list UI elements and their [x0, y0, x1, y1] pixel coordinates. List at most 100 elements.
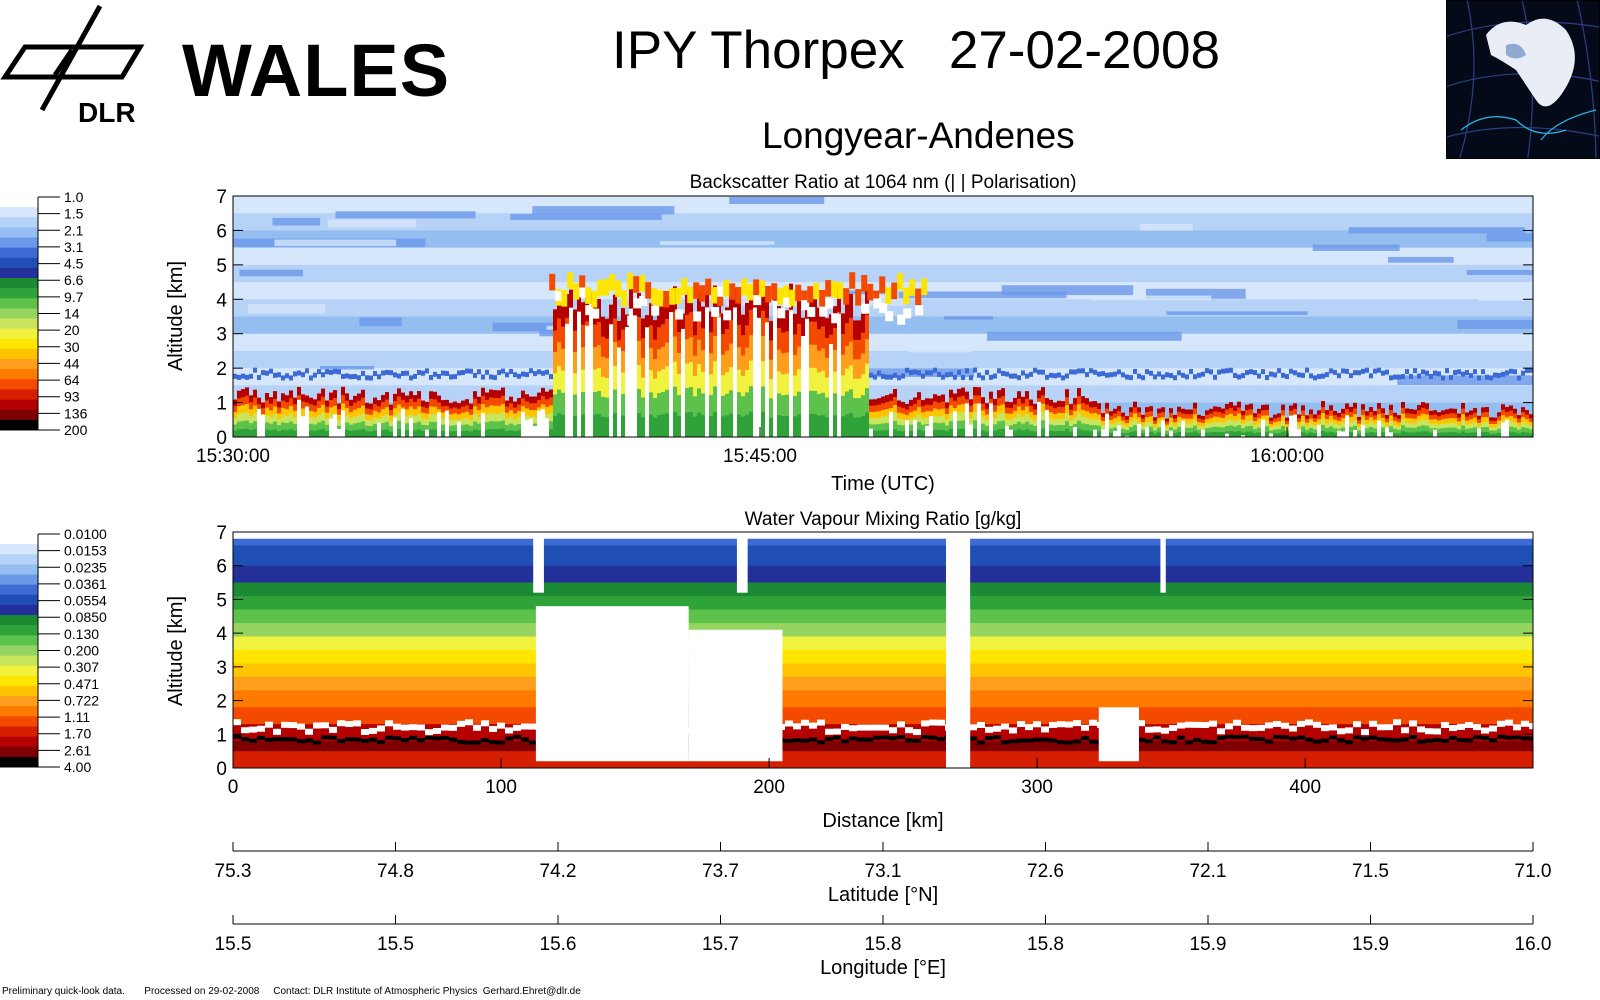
longitude-tick-label: 15.9 [1190, 934, 1227, 955]
backscatter-cloud-cell [1165, 427, 1169, 432]
backscatter-cloud-cell [425, 407, 429, 415]
water-vapour-moist-layer [401, 738, 409, 743]
water-vapour-blank-cell [905, 727, 913, 734]
backscatter-cloud-cell [1521, 417, 1525, 424]
backscatter-cloud-cell [557, 413, 561, 437]
backscatter-cloud-cell [821, 392, 825, 416]
water-vapour-blank-cell [1321, 725, 1329, 732]
water-vapour-blank-cell [857, 724, 865, 731]
water-vapour-moist-layer [497, 740, 505, 745]
backscatter-cloud-cell [493, 397, 497, 407]
backscatter-cloud-cell [457, 403, 461, 410]
backscatter-cloud-cell [745, 369, 749, 394]
backscatter-cloud-cell [497, 421, 501, 431]
backscatter-cloud-cell [413, 430, 417, 437]
backscatter-cloud-cell [921, 418, 925, 426]
backscatter-cloud-cell [1297, 422, 1301, 427]
backscatter-cloud-top-cell [909, 279, 916, 296]
water-vapour-moist-layer [1177, 735, 1185, 740]
backscatter-cloud-cell [345, 429, 349, 437]
backscatter-cloud-cell [421, 412, 425, 420]
backscatter-cloud-cell [1045, 398, 1049, 406]
backscatter-cloud-cell [1313, 418, 1317, 423]
backscatter-cloud-cell [1257, 418, 1261, 424]
backscatter-cloud-cell [633, 303, 637, 327]
backscatter-boundary-cell [381, 370, 385, 376]
backscatter-cloud-cell [941, 429, 945, 437]
backscatter-cloud-cell [513, 401, 517, 409]
backscatter-cloud-cell [1433, 423, 1437, 430]
backscatter-cloud-top-cell [687, 286, 694, 304]
backscatter-cloud-cell [1193, 425, 1197, 433]
water-vapour-moist-layer [985, 736, 993, 741]
backscatter-cloud-cell [865, 314, 869, 341]
backscatter-cloud-cell [901, 401, 905, 409]
backscatter-layer [320, 365, 375, 370]
backscatter-cloud-cell [657, 349, 661, 373]
water-vapour-blank-cell [1337, 728, 1345, 735]
backscatter-cloud-cell [1405, 422, 1409, 429]
backscatter-boundary-cell [1029, 371, 1033, 377]
backscatter-cloud-cell [597, 321, 601, 346]
panel1-ylabel: Altitude [km] [165, 261, 187, 371]
backscatter-cloud-cell [673, 411, 677, 437]
backscatter-cloud-cell [833, 371, 837, 395]
backscatter-cloud-cell [1401, 401, 1405, 409]
backscatter-cloud-cell [421, 418, 425, 426]
backscatter-cloud-cell [893, 396, 897, 406]
backscatter-cloud-cell [517, 411, 521, 419]
water-vapour-blank-cell [297, 723, 305, 730]
backscatter-cloud-cell [325, 424, 329, 432]
backscatter-cloud-cell [937, 395, 941, 404]
backscatter-cloud-cell [909, 399, 913, 408]
backscatter-layer [1466, 269, 1533, 275]
water-vapour-blank-cell [1513, 724, 1521, 731]
backscatter-boundary-cell [525, 372, 529, 378]
backscatter-cloud-cell [273, 398, 277, 408]
backscatter-cloud-cell [961, 428, 965, 437]
water-vapour-blank-cell [1449, 725, 1457, 732]
water-vapour-blank-cell [1185, 721, 1193, 728]
backscatter-layer [659, 241, 775, 245]
backscatter-cloud-cell [429, 414, 433, 423]
backscatter-cloud-cell [1013, 430, 1017, 437]
backscatter-cloud-cell [573, 394, 577, 417]
backscatter-boundary-cell [949, 371, 953, 377]
backscatter-blank-cell [873, 298, 882, 309]
backscatter-cloud-cell [629, 287, 633, 314]
backscatter-cloud-cell [1513, 422, 1517, 429]
backscatter-cloud-cell [509, 396, 513, 405]
backscatter-cloud-cell [613, 365, 617, 391]
panel1-xtick-label: 15:45:00 [723, 446, 797, 467]
colorbar1-swatch [0, 308, 38, 320]
backscatter-cloud-cell [1453, 427, 1457, 434]
backscatter-cloud-cell [369, 409, 373, 416]
backscatter-cloud-cell [1453, 418, 1457, 424]
water-vapour-blank-cell [289, 722, 297, 729]
backscatter-cloud-cell [1461, 408, 1465, 416]
backscatter-cloud-cell [281, 400, 285, 409]
backscatter-boundary-cell [1393, 374, 1397, 380]
backscatter-cloud-cell [885, 409, 889, 418]
backscatter-cloud-cell [881, 423, 885, 432]
backscatter-cloud-cell [597, 367, 601, 392]
backscatter-cloud-cell [909, 412, 913, 420]
colorbar2-label: 0.0361 [64, 576, 107, 592]
backscatter-cloud-cell [1029, 412, 1033, 420]
backscatter-cloud-cell [873, 399, 877, 407]
backscatter-boundary-cell [1249, 369, 1253, 375]
backscatter-cloud-cell [285, 416, 289, 425]
backscatter-boundary-cell [1177, 370, 1181, 376]
backscatter-cloud-cell [1221, 432, 1225, 437]
backscatter-boundary-cell [497, 370, 501, 376]
backscatter-cloud-cell [1089, 407, 1093, 415]
backscatter-cloud-cell [1449, 417, 1453, 424]
backscatter-cloud-cell [893, 388, 897, 398]
backscatter-cloud-cell [505, 424, 509, 432]
backscatter-cloud-cell [901, 413, 905, 421]
backscatter-cloud-cell [725, 415, 729, 437]
backscatter-cloud-cell [665, 413, 669, 437]
backscatter-blank-cell [629, 308, 633, 437]
backscatter-cloud-cell [1233, 405, 1237, 412]
backscatter-cloud-cell [237, 390, 241, 400]
